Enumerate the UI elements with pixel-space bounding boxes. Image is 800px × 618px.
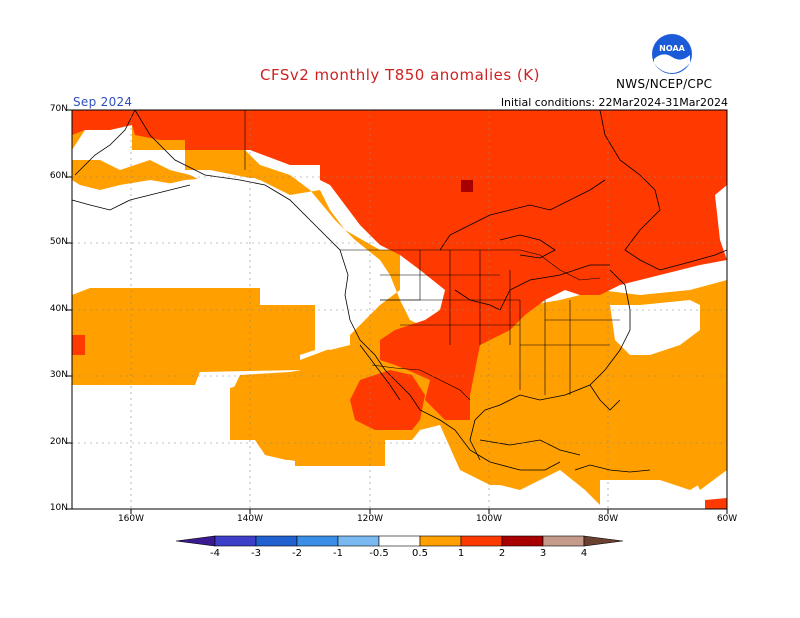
colorbar <box>175 535 624 547</box>
colorbar-label: -4 <box>210 548 220 559</box>
colorbar-n4-n3 <box>214 535 257 547</box>
colorbar-label: 2 <box>498 548 506 559</box>
colorbar-label: 0.5 <box>412 548 428 559</box>
lon-label-80w: 80W <box>597 514 619 524</box>
neutral-regions <box>72 178 700 509</box>
colorbar-n1-n05 <box>337 535 380 547</box>
political-boundaries <box>244 110 620 401</box>
colorbar-label: 1 <box>457 548 465 559</box>
lat-label-60n: 60N <box>49 171 68 181</box>
lat-label-30n: 30N <box>49 370 68 380</box>
colorbar-p1-2 <box>460 535 503 547</box>
coastlines <box>71 109 728 473</box>
colorbar-n2-n1 <box>296 535 339 547</box>
colorbar-p3-4 <box>542 535 585 547</box>
colorbar-label: -1 <box>333 548 343 559</box>
colorbar-n3-n2 <box>255 535 298 547</box>
lon-label-160w: 160W <box>117 514 145 524</box>
lon-label-60w: 60W <box>716 514 738 524</box>
lat-label-20n: 20N <box>49 437 68 447</box>
anomaly-region-p2-3 <box>461 180 473 192</box>
lat-label-50n: 50N <box>49 237 68 247</box>
lat-label-40n: 40N <box>49 304 68 314</box>
initial-conditions: Initial conditions: 22Mar2024-31Mar2024 <box>500 96 728 109</box>
colorbar-label: -2 <box>292 548 302 559</box>
lon-label-140w: 140W <box>236 514 264 524</box>
lat-label-10n: 10N <box>49 503 68 513</box>
map-title: CFSv2 monthly T850 anomalies (K) <box>260 66 540 84</box>
lat-label-70n: 70N <box>49 104 68 114</box>
forecast-month: Sep 2024 <box>73 95 133 109</box>
gridlines <box>72 110 727 509</box>
colorbar-label: 4 <box>580 548 588 559</box>
lon-label-120w: 120W <box>356 514 384 524</box>
colorbar-p2-3 <box>501 535 544 547</box>
colorbar-label: 3 <box>539 548 547 559</box>
colorbar-neutral <box>378 535 421 547</box>
lon-label-100w: 100W <box>475 514 503 524</box>
anomaly-region-p05-1 <box>72 110 727 509</box>
colorbar-above-4 <box>583 535 624 547</box>
noaa-logo-text: NOAA <box>659 44 685 53</box>
colorbar-label: -3 <box>251 548 261 559</box>
agency-label: NWS/NCEP/CPC <box>616 77 713 91</box>
noaa-logo: NOAA <box>652 34 692 74</box>
colorbar-below-4 <box>175 535 216 547</box>
anomaly-region-p1-2 <box>72 110 727 509</box>
colorbar-label: -0.5 <box>369 548 389 559</box>
colorbar-p05-1 <box>419 535 462 547</box>
axis-ticks <box>67 109 728 514</box>
